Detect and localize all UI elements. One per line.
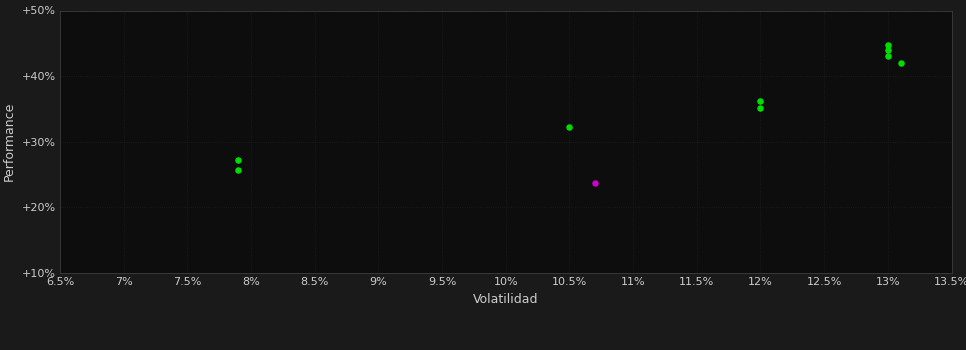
Point <box>893 60 908 66</box>
X-axis label: Volatilidad: Volatilidad <box>473 293 538 306</box>
Point <box>561 124 577 130</box>
Y-axis label: Performance: Performance <box>3 102 16 181</box>
Point <box>880 42 895 47</box>
Point <box>753 98 768 104</box>
Point <box>880 54 895 59</box>
Point <box>753 105 768 111</box>
Point <box>231 158 246 163</box>
Point <box>880 47 895 52</box>
Point <box>587 180 603 186</box>
Point <box>231 167 246 173</box>
